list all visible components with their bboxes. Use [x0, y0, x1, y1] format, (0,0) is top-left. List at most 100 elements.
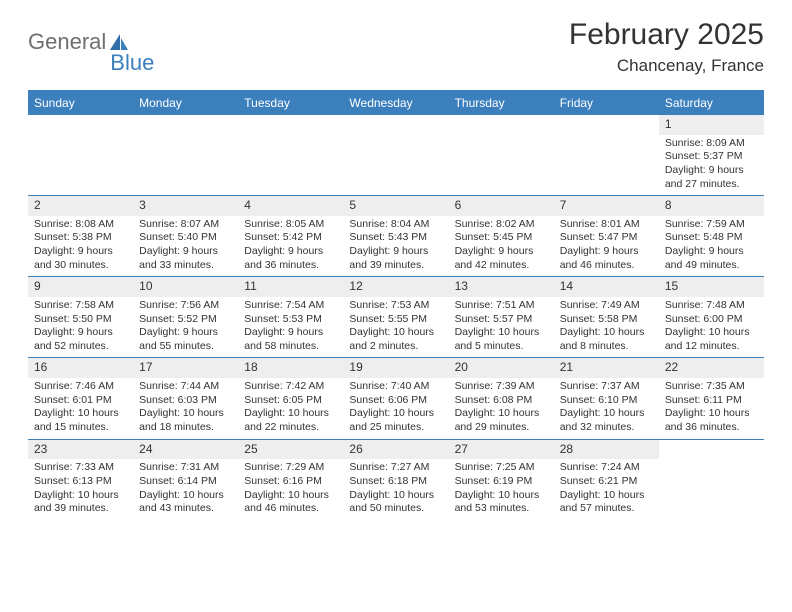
daylight-line-1: Daylight: 10 hours	[455, 326, 548, 340]
daylight-line-1: Daylight: 10 hours	[139, 407, 232, 421]
sunset-line: Sunset: 6:21 PM	[560, 475, 653, 489]
day-body: Sunrise: 7:33 AMSunset: 6:13 PMDaylight:…	[28, 459, 133, 520]
sunset-line: Sunset: 6:11 PM	[665, 394, 758, 408]
sunset-line: Sunset: 5:43 PM	[349, 231, 442, 245]
day-number: 14	[554, 277, 659, 297]
daylight-line-1: Daylight: 9 hours	[139, 326, 232, 340]
empty-cell	[133, 115, 238, 195]
daylight-line-2: and 43 minutes.	[139, 502, 232, 516]
day-body: Sunrise: 8:09 AMSunset: 5:37 PMDaylight:…	[659, 135, 764, 196]
calendar: SundayMondayTuesdayWednesdayThursdayFrid…	[28, 90, 764, 520]
sunrise-line: Sunrise: 7:31 AM	[139, 461, 232, 475]
sunrise-line: Sunrise: 7:42 AM	[244, 380, 337, 394]
sunset-line: Sunset: 5:37 PM	[665, 150, 758, 164]
day-number: 2	[28, 196, 133, 216]
day-body: Sunrise: 7:53 AMSunset: 5:55 PMDaylight:…	[343, 297, 448, 358]
day-number: 8	[659, 196, 764, 216]
week-row: 23Sunrise: 7:33 AMSunset: 6:13 PMDayligh…	[28, 439, 764, 520]
sunrise-line: Sunrise: 7:49 AM	[560, 299, 653, 313]
day-cell: 12Sunrise: 7:53 AMSunset: 5:55 PMDayligh…	[343, 277, 448, 357]
sunrise-line: Sunrise: 7:51 AM	[455, 299, 548, 313]
daylight-line-1: Daylight: 10 hours	[34, 407, 127, 421]
daylight-line-2: and 12 minutes.	[665, 340, 758, 354]
sunrise-line: Sunrise: 8:07 AM	[139, 218, 232, 232]
day-number: 17	[133, 358, 238, 378]
daylight-line-2: and 32 minutes.	[560, 421, 653, 435]
day-cell: 1Sunrise: 8:09 AMSunset: 5:37 PMDaylight…	[659, 115, 764, 195]
day-body: Sunrise: 8:07 AMSunset: 5:40 PMDaylight:…	[133, 216, 238, 277]
daylight-line-1: Daylight: 10 hours	[665, 407, 758, 421]
day-number: 6	[449, 196, 554, 216]
day-body: Sunrise: 7:59 AMSunset: 5:48 PMDaylight:…	[659, 216, 764, 277]
daylight-line-1: Daylight: 9 hours	[34, 245, 127, 259]
day-body: Sunrise: 8:01 AMSunset: 5:47 PMDaylight:…	[554, 216, 659, 277]
sunset-line: Sunset: 5:53 PM	[244, 313, 337, 327]
sunrise-line: Sunrise: 7:35 AM	[665, 380, 758, 394]
daylight-line-2: and 8 minutes.	[560, 340, 653, 354]
week-row: 1Sunrise: 8:09 AMSunset: 5:37 PMDaylight…	[28, 114, 764, 195]
day-number: 24	[133, 440, 238, 460]
dow-cell: Friday	[554, 92, 659, 114]
day-cell: 5 Sunrise: 8:04 AMSunset: 5:43 PMDaylight…	[343, 196, 448, 276]
day-number: 25	[238, 440, 343, 460]
daylight-line-2: and 36 minutes.	[244, 259, 337, 273]
dow-cell: Monday	[133, 92, 238, 114]
sunrise-line: Sunrise: 7:46 AM	[34, 380, 127, 394]
daylight-line-2: and 2 minutes.	[349, 340, 442, 354]
day-cell: 23Sunrise: 7:33 AMSunset: 6:13 PMDayligh…	[28, 440, 133, 520]
day-number: 3	[133, 196, 238, 216]
daylight-line-2: and 46 minutes.	[244, 502, 337, 516]
sunset-line: Sunset: 5:57 PM	[455, 313, 548, 327]
day-cell: 15Sunrise: 7:48 AMSunset: 6:00 PMDayligh…	[659, 277, 764, 357]
day-body: Sunrise: 7:44 AMSunset: 6:03 PMDaylight:…	[133, 378, 238, 439]
day-body: Sunrise: 8:05 AMSunset: 5:42 PMDaylight:…	[238, 216, 343, 277]
day-body: Sunrise: 7:35 AMSunset: 6:11 PMDaylight:…	[659, 378, 764, 439]
day-body: Sunrise: 7:56 AMSunset: 5:52 PMDaylight:…	[133, 297, 238, 358]
logo-text-blue: Blue	[110, 50, 154, 76]
sunrise-line: Sunrise: 7:24 AM	[560, 461, 653, 475]
day-cell: 19Sunrise: 7:40 AMSunset: 6:06 PMDayligh…	[343, 358, 448, 438]
sunrise-line: Sunrise: 7:40 AM	[349, 380, 442, 394]
daylight-line-1: Daylight: 9 hours	[349, 245, 442, 259]
daylight-line-2: and 53 minutes.	[455, 502, 548, 516]
dow-cell: Tuesday	[238, 92, 343, 114]
sunrise-line: Sunrise: 8:04 AM	[349, 218, 442, 232]
week-row: 2Sunrise: 8:08 AMSunset: 5:38 PMDaylight…	[28, 195, 764, 276]
sunset-line: Sunset: 6:14 PM	[139, 475, 232, 489]
weeks-container: 1Sunrise: 8:09 AMSunset: 5:37 PMDaylight…	[28, 114, 764, 520]
day-body: Sunrise: 7:51 AMSunset: 5:57 PMDaylight:…	[449, 297, 554, 358]
sunrise-line: Sunrise: 8:08 AM	[34, 218, 127, 232]
day-cell: 6Sunrise: 8:02 AMSunset: 5:45 PMDaylight…	[449, 196, 554, 276]
daylight-line-2: and 42 minutes.	[455, 259, 548, 273]
daylight-line-2: and 52 minutes.	[34, 340, 127, 354]
sunset-line: Sunset: 5:52 PM	[139, 313, 232, 327]
day-cell: 14Sunrise: 7:49 AMSunset: 5:58 PMDayligh…	[554, 277, 659, 357]
day-number: 22	[659, 358, 764, 378]
sunrise-line: Sunrise: 7:27 AM	[349, 461, 442, 475]
day-number: 20	[449, 358, 554, 378]
day-body: Sunrise: 7:46 AMSunset: 6:01 PMDaylight:…	[28, 378, 133, 439]
empty-cell	[659, 440, 764, 520]
day-body: Sunrise: 7:27 AMSunset: 6:18 PMDaylight:…	[343, 459, 448, 520]
daylight-line-2: and 18 minutes.	[139, 421, 232, 435]
sunset-line: Sunset: 6:19 PM	[455, 475, 548, 489]
header: General Blue February 2025 Chancenay, Fr…	[0, 0, 792, 84]
day-body: Sunrise: 7:29 AMSunset: 6:16 PMDaylight:…	[238, 459, 343, 520]
day-cell: 18Sunrise: 7:42 AMSunset: 6:05 PMDayligh…	[238, 358, 343, 438]
day-cell: 21Sunrise: 7:37 AMSunset: 6:10 PMDayligh…	[554, 358, 659, 438]
day-cell: 3Sunrise: 8:07 AMSunset: 5:40 PMDaylight…	[133, 196, 238, 276]
day-body: Sunrise: 8:02 AMSunset: 5:45 PMDaylight:…	[449, 216, 554, 277]
sunrise-line: Sunrise: 7:25 AM	[455, 461, 548, 475]
day-number: 26	[343, 440, 448, 460]
day-number: 23	[28, 440, 133, 460]
day-number: 9	[28, 277, 133, 297]
empty-cell	[28, 115, 133, 195]
daylight-line-1: Daylight: 9 hours	[560, 245, 653, 259]
sunrise-line: Sunrise: 8:05 AM	[244, 218, 337, 232]
day-number: 5	[343, 196, 448, 216]
daylight-line-2: and 50 minutes.	[349, 502, 442, 516]
sunrise-line: Sunrise: 7:59 AM	[665, 218, 758, 232]
daylight-line-1: Daylight: 10 hours	[665, 326, 758, 340]
day-body: Sunrise: 7:48 AMSunset: 6:00 PMDaylight:…	[659, 297, 764, 358]
sunset-line: Sunset: 6:00 PM	[665, 313, 758, 327]
